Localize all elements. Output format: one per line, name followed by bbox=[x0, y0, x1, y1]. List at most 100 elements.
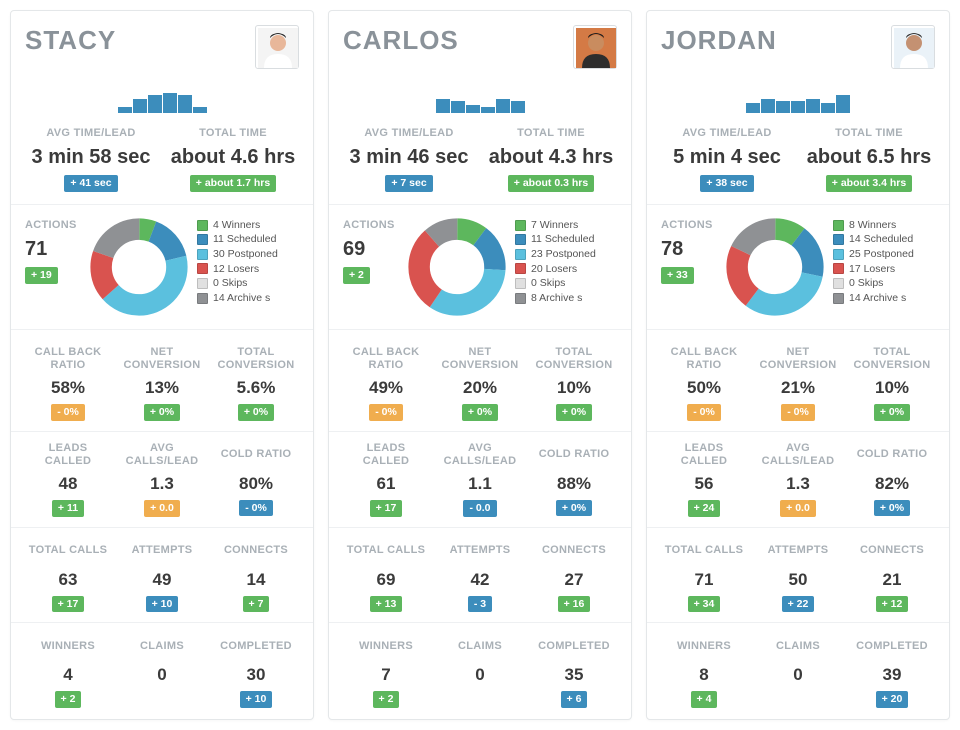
winners-value: 4 bbox=[25, 665, 111, 685]
total-time-delta: + about 1.7 hrs bbox=[190, 175, 276, 192]
divider bbox=[329, 329, 631, 330]
legend-item: 0 Skips bbox=[515, 277, 617, 290]
actions-legend: 7 Winners11 Scheduled23 Postponed20 Lose… bbox=[515, 217, 617, 307]
actions-value: 78 bbox=[661, 238, 717, 261]
total-time-delta: + about 3.4 hrs bbox=[826, 175, 912, 192]
total-time-delta: + about 0.3 hrs bbox=[508, 175, 594, 192]
total-calls-label: TOTAL CALLS bbox=[661, 538, 747, 564]
legend-text: 0 Skips bbox=[531, 277, 565, 290]
total-time-label: TOTAL TIME bbox=[485, 127, 617, 140]
avg-calls-lead: AVG CALLS/LEAD1.1- 0.0 bbox=[437, 442, 523, 517]
actions-summary: ACTIONS69+ 2 bbox=[343, 217, 399, 284]
completed-value: 39 bbox=[849, 665, 935, 685]
legend-swatch bbox=[515, 234, 526, 245]
total-time-value: about 4.3 hrs bbox=[485, 146, 617, 169]
legend-swatch bbox=[197, 278, 208, 289]
legend-text: 20 Losers bbox=[531, 263, 577, 276]
call-back-ratio-delta: - 0% bbox=[687, 404, 721, 421]
time-stats-row: AVG TIME/LEAD3 min 46 sec+ 7 sec TOTAL TI… bbox=[343, 127, 617, 192]
completed-value: 30 bbox=[213, 665, 299, 685]
avg-time-lead: AVG TIME/LEAD3 min 46 sec+ 7 sec bbox=[343, 127, 475, 192]
avg-time-lead-delta: + 41 sec bbox=[64, 175, 117, 192]
leads-called: LEADS CALLED56+ 24 bbox=[661, 442, 747, 517]
legend-swatch bbox=[515, 263, 526, 274]
claims-label: CLAIMS bbox=[437, 633, 523, 659]
winners-label: WINNERS bbox=[661, 633, 747, 659]
actions-donut-chart bbox=[89, 217, 189, 317]
legend-text: 11 Scheduled bbox=[213, 233, 276, 246]
total-time-value: about 6.5 hrs bbox=[803, 146, 935, 169]
net-conversion-label: NET CONVERSION bbox=[755, 346, 841, 372]
attempts-delta: + 10 bbox=[146, 596, 179, 613]
connects: CONNECTS27+ 16 bbox=[531, 538, 617, 613]
actions-summary: ACTIONS78+ 33 bbox=[661, 217, 717, 284]
card-header: CARLOS bbox=[343, 25, 617, 69]
claims-label: CLAIMS bbox=[119, 633, 205, 659]
net-conversion-delta: + 0% bbox=[462, 404, 498, 421]
leads-called-label: LEADS CALLED bbox=[661, 442, 747, 468]
claims: CLAIMS0 bbox=[119, 633, 205, 709]
avg-calls-lead-label: AVG CALLS/LEAD bbox=[755, 442, 841, 468]
divider bbox=[11, 527, 313, 528]
net-conversion-value: 13% bbox=[119, 378, 205, 398]
legend-swatch bbox=[515, 249, 526, 260]
actions-delta: + 19 bbox=[25, 267, 58, 284]
legend-item: 23 Postponed bbox=[515, 248, 617, 261]
cold-ratio: COLD RATIO80%- 0% bbox=[213, 442, 299, 517]
cold-ratio: COLD RATIO88%+ 0% bbox=[531, 442, 617, 517]
total-calls: TOTAL CALLS71+ 34 bbox=[661, 538, 747, 613]
time-stats-row: AVG TIME/LEAD5 min 4 sec+ 38 secTOTAL TI… bbox=[661, 127, 935, 192]
spark-bar bbox=[836, 95, 850, 113]
spark-bar bbox=[178, 95, 192, 113]
avatar[interactable] bbox=[573, 25, 617, 69]
cold-ratio-delta: + 0% bbox=[874, 500, 910, 517]
actions-value: 71 bbox=[25, 238, 81, 261]
legend-item: 12 Losers bbox=[197, 263, 299, 276]
divider bbox=[11, 431, 313, 432]
avg-calls-lead-delta: - 0.0 bbox=[463, 500, 496, 517]
connects-label: CONNECTS bbox=[531, 538, 617, 564]
call-back-ratio: CALL BACK RATIO49%- 0% bbox=[343, 346, 429, 421]
total-calls-label: TOTAL CALLS bbox=[25, 538, 111, 564]
total-calls-delta: + 13 bbox=[370, 596, 403, 613]
total-time: TOTAL TIMEabout 4.6 hrs+ about 1.7 hrs bbox=[167, 127, 299, 192]
winners-label: WINNERS bbox=[25, 633, 111, 659]
leads-called-delta: + 24 bbox=[688, 500, 721, 517]
avg-calls-lead: AVG CALLS/LEAD1.3+ 0.0 bbox=[755, 442, 841, 517]
avg-time-lead-label: AVG TIME/LEAD bbox=[343, 127, 475, 140]
winners-value: 7 bbox=[343, 665, 429, 685]
total-calls-value: 63 bbox=[25, 570, 111, 590]
avatar[interactable] bbox=[255, 25, 299, 69]
net-conversion: NET CONVERSION21%- 0% bbox=[755, 346, 841, 421]
avg-calls-lead-label: AVG CALLS/LEAD bbox=[437, 442, 523, 468]
total-calls-value: 69 bbox=[343, 570, 429, 590]
total-conversion: TOTAL CONVERSION5.6%+ 0% bbox=[213, 346, 299, 421]
legend-item: 14 Archive s bbox=[833, 292, 935, 305]
legend-text: 14 Scheduled bbox=[849, 233, 913, 246]
winners: WINNERS4+ 2 bbox=[25, 633, 111, 709]
leads-called-label: LEADS CALLED bbox=[343, 442, 429, 468]
attempts-value: 49 bbox=[119, 570, 205, 590]
legend-text: 25 Postponed bbox=[849, 248, 914, 261]
legend-text: 12 Losers bbox=[213, 263, 259, 276]
spark-bar bbox=[193, 107, 207, 113]
legend-swatch bbox=[197, 220, 208, 231]
winners-delta: + 4 bbox=[691, 691, 718, 708]
total-conversion-delta: + 0% bbox=[238, 404, 274, 421]
legend-item: 25 Postponed bbox=[833, 248, 935, 261]
divider bbox=[329, 204, 631, 205]
spark-bar bbox=[776, 101, 790, 113]
total-conversion-label: TOTAL CONVERSION bbox=[849, 346, 935, 372]
cold-ratio-label: COLD RATIO bbox=[849, 442, 935, 468]
spark-bar bbox=[481, 107, 495, 113]
attempts: ATTEMPTS49+ 10 bbox=[119, 538, 205, 613]
leads-called-value: 48 bbox=[25, 474, 111, 494]
completed-label: COMPLETED bbox=[213, 633, 299, 659]
divider bbox=[647, 329, 949, 330]
avatar[interactable] bbox=[891, 25, 935, 69]
divider bbox=[647, 204, 949, 205]
total-conversion-value: 10% bbox=[849, 378, 935, 398]
total-calls-label: TOTAL CALLS bbox=[343, 538, 429, 564]
attempts-delta: - 3 bbox=[468, 596, 492, 613]
completed-delta: + 10 bbox=[240, 691, 273, 708]
